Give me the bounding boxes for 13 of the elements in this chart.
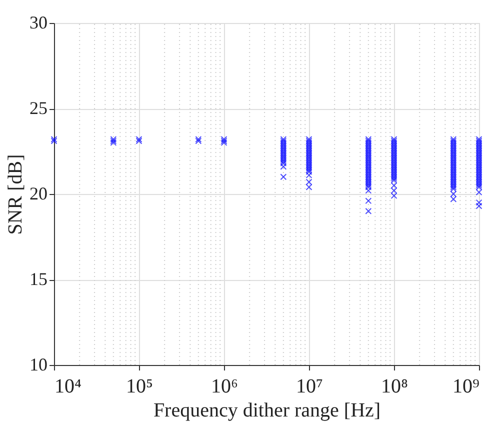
- x-tick-label: 10⁹: [452, 376, 480, 398]
- y-tick-label: 25: [30, 98, 48, 118]
- y-axis-title: SNR [dB]: [4, 154, 26, 235]
- y-tick-label: 15: [30, 269, 48, 289]
- y-tick-label: 30: [30, 12, 48, 32]
- x-axis-title: Frequency dither range [Hz]: [153, 400, 381, 422]
- x-tick-label: 10⁴: [54, 376, 82, 398]
- x-tick-label: 10⁶: [211, 376, 238, 398]
- x-tick-label: 10⁷: [296, 376, 324, 398]
- x-tick-label: 10⁵: [126, 376, 153, 398]
- x-tick-label: 10⁸: [381, 376, 408, 398]
- y-tick-label: 20: [30, 184, 48, 204]
- y-tick-label: 10: [30, 354, 48, 374]
